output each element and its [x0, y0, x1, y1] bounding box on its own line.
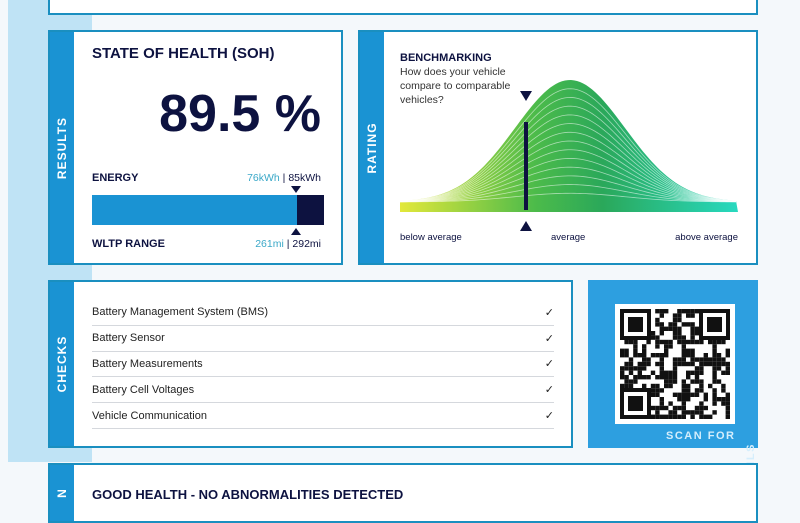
curve-line [399, 97, 737, 202]
check-row: Battery Measurements ✓ [92, 352, 554, 378]
energy-marker-icon [291, 186, 301, 193]
curve-line [399, 149, 737, 202]
curve-line [399, 88, 737, 202]
label-average: average [551, 232, 586, 243]
range-values: 261mi | 292mi [255, 238, 321, 250]
top-card [48, 0, 758, 15]
energy-nominal: | 85kWh [282, 172, 321, 184]
curve-lines [399, 88, 737, 203]
curve-line [399, 131, 737, 202]
summary-card: N GOOD HEALTH - NO ABNORMALITIES DETECTE… [48, 463, 758, 523]
energy-values: 76kWh | 85kWh [247, 172, 321, 184]
check-icon: ✓ [544, 358, 554, 371]
curve-line [399, 105, 737, 202]
summary-tab-label: N [55, 488, 69, 498]
summary-text: GOOD HEALTH - NO ABNORMALITIES DETECTED [92, 487, 404, 502]
checks-list: Battery Management System (BMS) ✓ Battery … [92, 300, 554, 429]
check-icon: ✓ [544, 332, 554, 345]
benchmark-question: How does your vehicle compare to compara… [400, 66, 511, 106]
soh-title: STATE OF HEALTH (SOH) [92, 45, 275, 62]
check-row: Battery Sensor ✓ [92, 326, 554, 352]
soh-bar-remainder [297, 195, 324, 225]
check-row: Battery Cell Voltages ✓ [92, 377, 554, 404]
curve-line [399, 158, 737, 203]
rating-tab: RATING [360, 32, 384, 263]
range-nominal: | 292mi [286, 238, 321, 250]
curve-line [399, 175, 737, 203]
check-label: Battery Management System (BMS) [92, 306, 269, 319]
summary-tab: N [50, 465, 74, 521]
check-row: Battery Management System (BMS) ✓ [92, 300, 554, 326]
curve-line [399, 184, 737, 203]
range-marker-icon [291, 228, 301, 235]
curve-line [399, 140, 737, 202]
range-label: WLTP RANGE [92, 238, 165, 250]
qr-code-icon[interactable] [615, 304, 735, 424]
soh-value: 89.5 % [159, 85, 321, 143]
check-label: Battery Cell Voltages [92, 383, 195, 396]
checks-tab: CHECKS [50, 282, 74, 446]
marker-down-icon [520, 91, 532, 101]
label-below-average: below average [400, 232, 462, 243]
soh-bar [92, 195, 324, 225]
qr-panel[interactable]: SCAN FOR DETAILS [588, 280, 758, 500]
results-tab: RESULTS [50, 32, 74, 263]
check-label: Battery Sensor [92, 332, 165, 345]
curve-line [399, 166, 737, 203]
curve-line [399, 123, 737, 202]
benchmark-title: BENCHMARKING [400, 52, 492, 64]
benchmark-curve [399, 80, 738, 231]
checks-tab-label: CHECKS [55, 335, 69, 393]
curve-line [399, 114, 737, 202]
range-current: 261mi [255, 238, 284, 250]
check-icon: ✓ [544, 410, 554, 423]
vehicle-marker-line [524, 122, 528, 210]
check-icon: ✓ [544, 306, 554, 319]
checks-card: CHECKS Battery Management System (BMS) ✓ B… [48, 280, 573, 448]
check-label: Battery Measurements [92, 357, 203, 370]
curve-line [399, 192, 737, 203]
energy-current: 76kWh [247, 172, 280, 184]
scan-for-label: SCAN FOR [666, 430, 736, 442]
check-row: Vehicle Communication ✓ [92, 403, 554, 429]
check-label: Vehicle Communication [92, 409, 207, 422]
rating-card: RATING BENCHMARKING How does your vehicl… [358, 30, 758, 265]
check-icon: ✓ [544, 384, 554, 397]
marker-up-icon [520, 221, 532, 231]
results-card: RESULTS STATE OF HEALTH (SOH) 89.5 % ENE… [48, 30, 343, 265]
results-tab-label: RESULTS [55, 116, 69, 179]
energy-label: ENERGY [92, 172, 139, 184]
label-above-average: above average [675, 232, 738, 243]
